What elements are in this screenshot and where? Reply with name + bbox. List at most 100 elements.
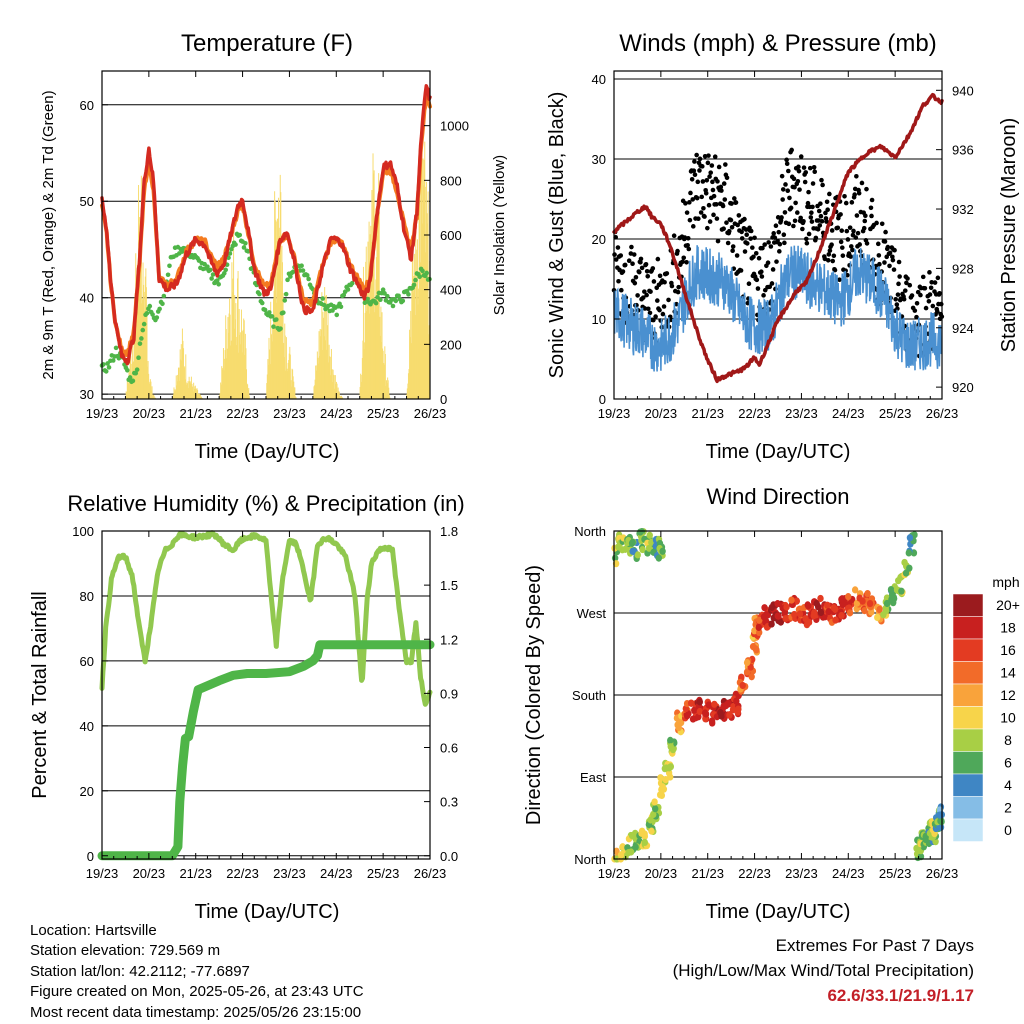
winds-right-ticks: 920 924 928 932 936 940 — [936, 83, 974, 395]
gust-point — [675, 248, 680, 254]
gust-point — [642, 289, 647, 294]
gust-point — [633, 275, 639, 280]
gust-point — [849, 200, 855, 205]
created-text: Figure created on Mon, 2025-05-26, at 23… — [30, 983, 364, 1001]
gust-point — [666, 297, 671, 303]
gust-point — [651, 317, 656, 323]
dewpoint-point — [113, 345, 119, 351]
gust-point — [854, 213, 860, 218]
temperature-x-ticks: 19/23 20/23 21/23 22/23 23/23 24/23 25/23 26/23 — [86, 71, 447, 421]
dewpoint-point — [233, 242, 238, 247]
gust-point — [770, 267, 776, 272]
dewpoint-point — [345, 287, 351, 292]
humidity-x-ticks: 19/23 20/23 21/23 22/23 23/23 24/23 25/23 26/23 — [86, 531, 447, 881]
gust-point — [927, 292, 933, 297]
gust-point — [827, 191, 832, 197]
colorbar-label: 8 — [1004, 732, 1012, 748]
gust-point — [671, 233, 677, 239]
gust-point — [818, 201, 823, 206]
humidity-plot-frame — [101, 530, 431, 860]
y2-tick-label: 200 — [440, 337, 462, 352]
gust-point — [812, 169, 818, 175]
gust-point — [752, 235, 757, 241]
x-tick-label: 26/23 — [414, 406, 447, 421]
gust-point — [845, 237, 851, 242]
direction-point — [739, 681, 746, 690]
gust-point — [905, 276, 910, 281]
dewpoint-point — [290, 269, 296, 275]
precip-line — [97, 640, 435, 861]
gust-point — [755, 286, 761, 291]
y-tick-label: 30 — [592, 152, 606, 167]
direction-point — [832, 616, 839, 624]
gust-point — [640, 295, 646, 300]
direction-point — [880, 611, 887, 619]
gust-point — [929, 279, 934, 285]
direction-point — [617, 851, 625, 859]
gust-point — [726, 228, 732, 234]
gust-point — [724, 220, 729, 225]
direction-point — [887, 585, 895, 594]
dewpoint-point — [106, 365, 112, 370]
dewpoint-point — [411, 282, 417, 288]
gust-point — [896, 281, 901, 287]
dewpoint-point — [130, 378, 136, 384]
gust-point — [748, 228, 754, 234]
colorbar-label: 14 — [1000, 665, 1016, 681]
gust-point — [637, 269, 642, 275]
gust-point — [692, 172, 698, 177]
colorbar-swatch — [952, 796, 984, 820]
gust-point — [761, 293, 766, 298]
dewpoint-point — [417, 274, 422, 280]
dewpoint-point — [209, 276, 214, 281]
direction-point — [782, 614, 789, 623]
gust-point — [683, 201, 688, 206]
direction-point — [902, 569, 910, 577]
direction-point — [683, 712, 691, 720]
x-tick-label: 26/23 — [414, 866, 447, 881]
colorbar-swatch — [952, 706, 984, 730]
dewpoint-point — [103, 369, 109, 374]
gust-point — [632, 280, 638, 286]
gust-point — [807, 165, 813, 171]
gust-point — [710, 179, 715, 185]
gust-point — [622, 262, 628, 268]
gust-point — [937, 290, 942, 296]
colorbar-swatch — [952, 593, 984, 617]
colorbar-label: 6 — [1004, 755, 1012, 771]
direction-point — [752, 645, 759, 653]
gust-point — [909, 293, 915, 298]
gust-point — [784, 157, 789, 163]
y2-tick-label: 0.6 — [440, 741, 458, 756]
x-tick-label: 22/23 — [226, 406, 259, 421]
gust-point — [782, 210, 788, 215]
dewpoint-point — [259, 300, 265, 306]
direction-point — [936, 811, 943, 819]
gust-point — [767, 284, 773, 290]
gust-point — [876, 253, 882, 258]
gust-point — [647, 310, 653, 316]
direction-point — [905, 549, 913, 557]
gust-point — [733, 200, 739, 205]
direction-title: Wind Direction — [706, 484, 849, 509]
gust-point — [855, 230, 861, 236]
direction-point — [689, 715, 697, 723]
direction-point — [906, 564, 913, 572]
direction-point — [838, 611, 845, 620]
dewpoint-point — [320, 296, 325, 301]
temperature-y2label: Solar Insolation (Yellow) — [491, 155, 508, 315]
direction-point — [805, 602, 812, 610]
direction-point — [755, 616, 763, 624]
dewpoint-point — [271, 324, 276, 329]
gust-point — [630, 261, 635, 267]
gust-point — [862, 218, 868, 224]
gust-point — [774, 259, 779, 264]
gust-point — [808, 215, 814, 220]
gust-point — [744, 241, 750, 246]
gust-point — [840, 253, 846, 258]
direction-point — [768, 620, 775, 628]
direction-point — [658, 791, 666, 799]
x-tick-label: 21/23 — [691, 406, 724, 421]
y-tick-label: 40 — [80, 291, 94, 306]
dewpoint-point — [160, 301, 165, 307]
